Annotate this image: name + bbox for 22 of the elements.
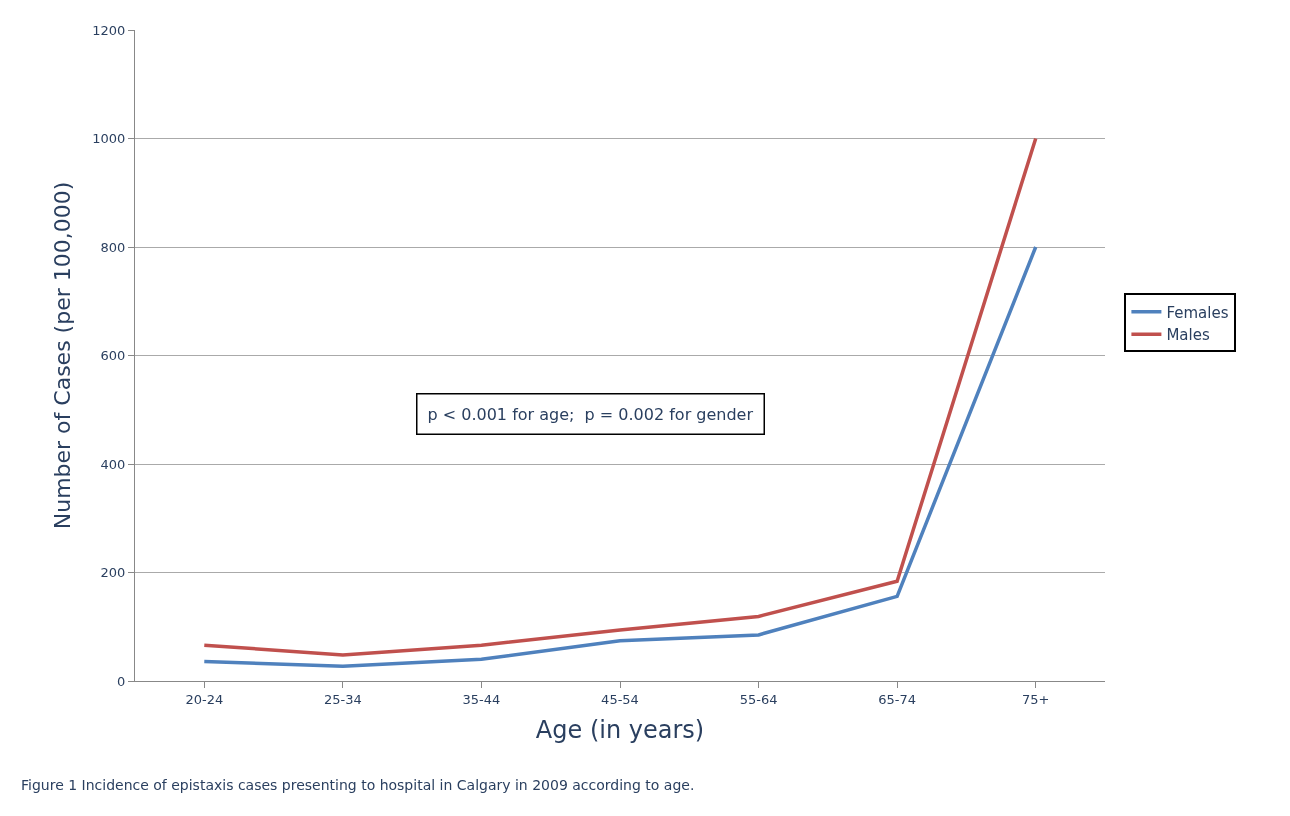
y-axis-title: Number of Cases (per 100,000) <box>50 181 76 530</box>
x-tick-label: 65-74 <box>878 691 917 707</box>
x-axis-title: Age (in years) <box>535 715 705 744</box>
x-tick-label: 35-44 <box>462 691 501 707</box>
y-tick-label: 800 <box>100 239 126 255</box>
y-tick-label: 600 <box>100 348 126 364</box>
annotation: p < 0.001 for age; p = 0.002 for gender <box>427 404 754 424</box>
y-tick-label: 200 <box>100 565 126 581</box>
x-tick-label: 75+ <box>1021 691 1050 707</box>
x-tick-label: 55-64 <box>739 691 778 707</box>
legend-label: Females <box>1166 303 1229 322</box>
y-tick-label: 0 <box>117 673 126 689</box>
y-tick-label: 400 <box>100 456 126 472</box>
line-series <box>202 136 1038 657</box>
x-tick-label: 45-54 <box>601 691 639 707</box>
y-tick-label: 1000 <box>92 131 126 147</box>
x-tick-label: 20-24 <box>185 691 224 707</box>
line-series <box>202 245 1038 669</box>
caption: Figure 1 Incidence of epistaxis cases presenting to hospital in Calgary in 2009 according to age. <box>21 777 695 793</box>
x-tick-label: 25-34 <box>323 691 362 707</box>
y-tick-label: 1200 <box>92 22 126 38</box>
legend-label: Males <box>1166 326 1210 345</box>
